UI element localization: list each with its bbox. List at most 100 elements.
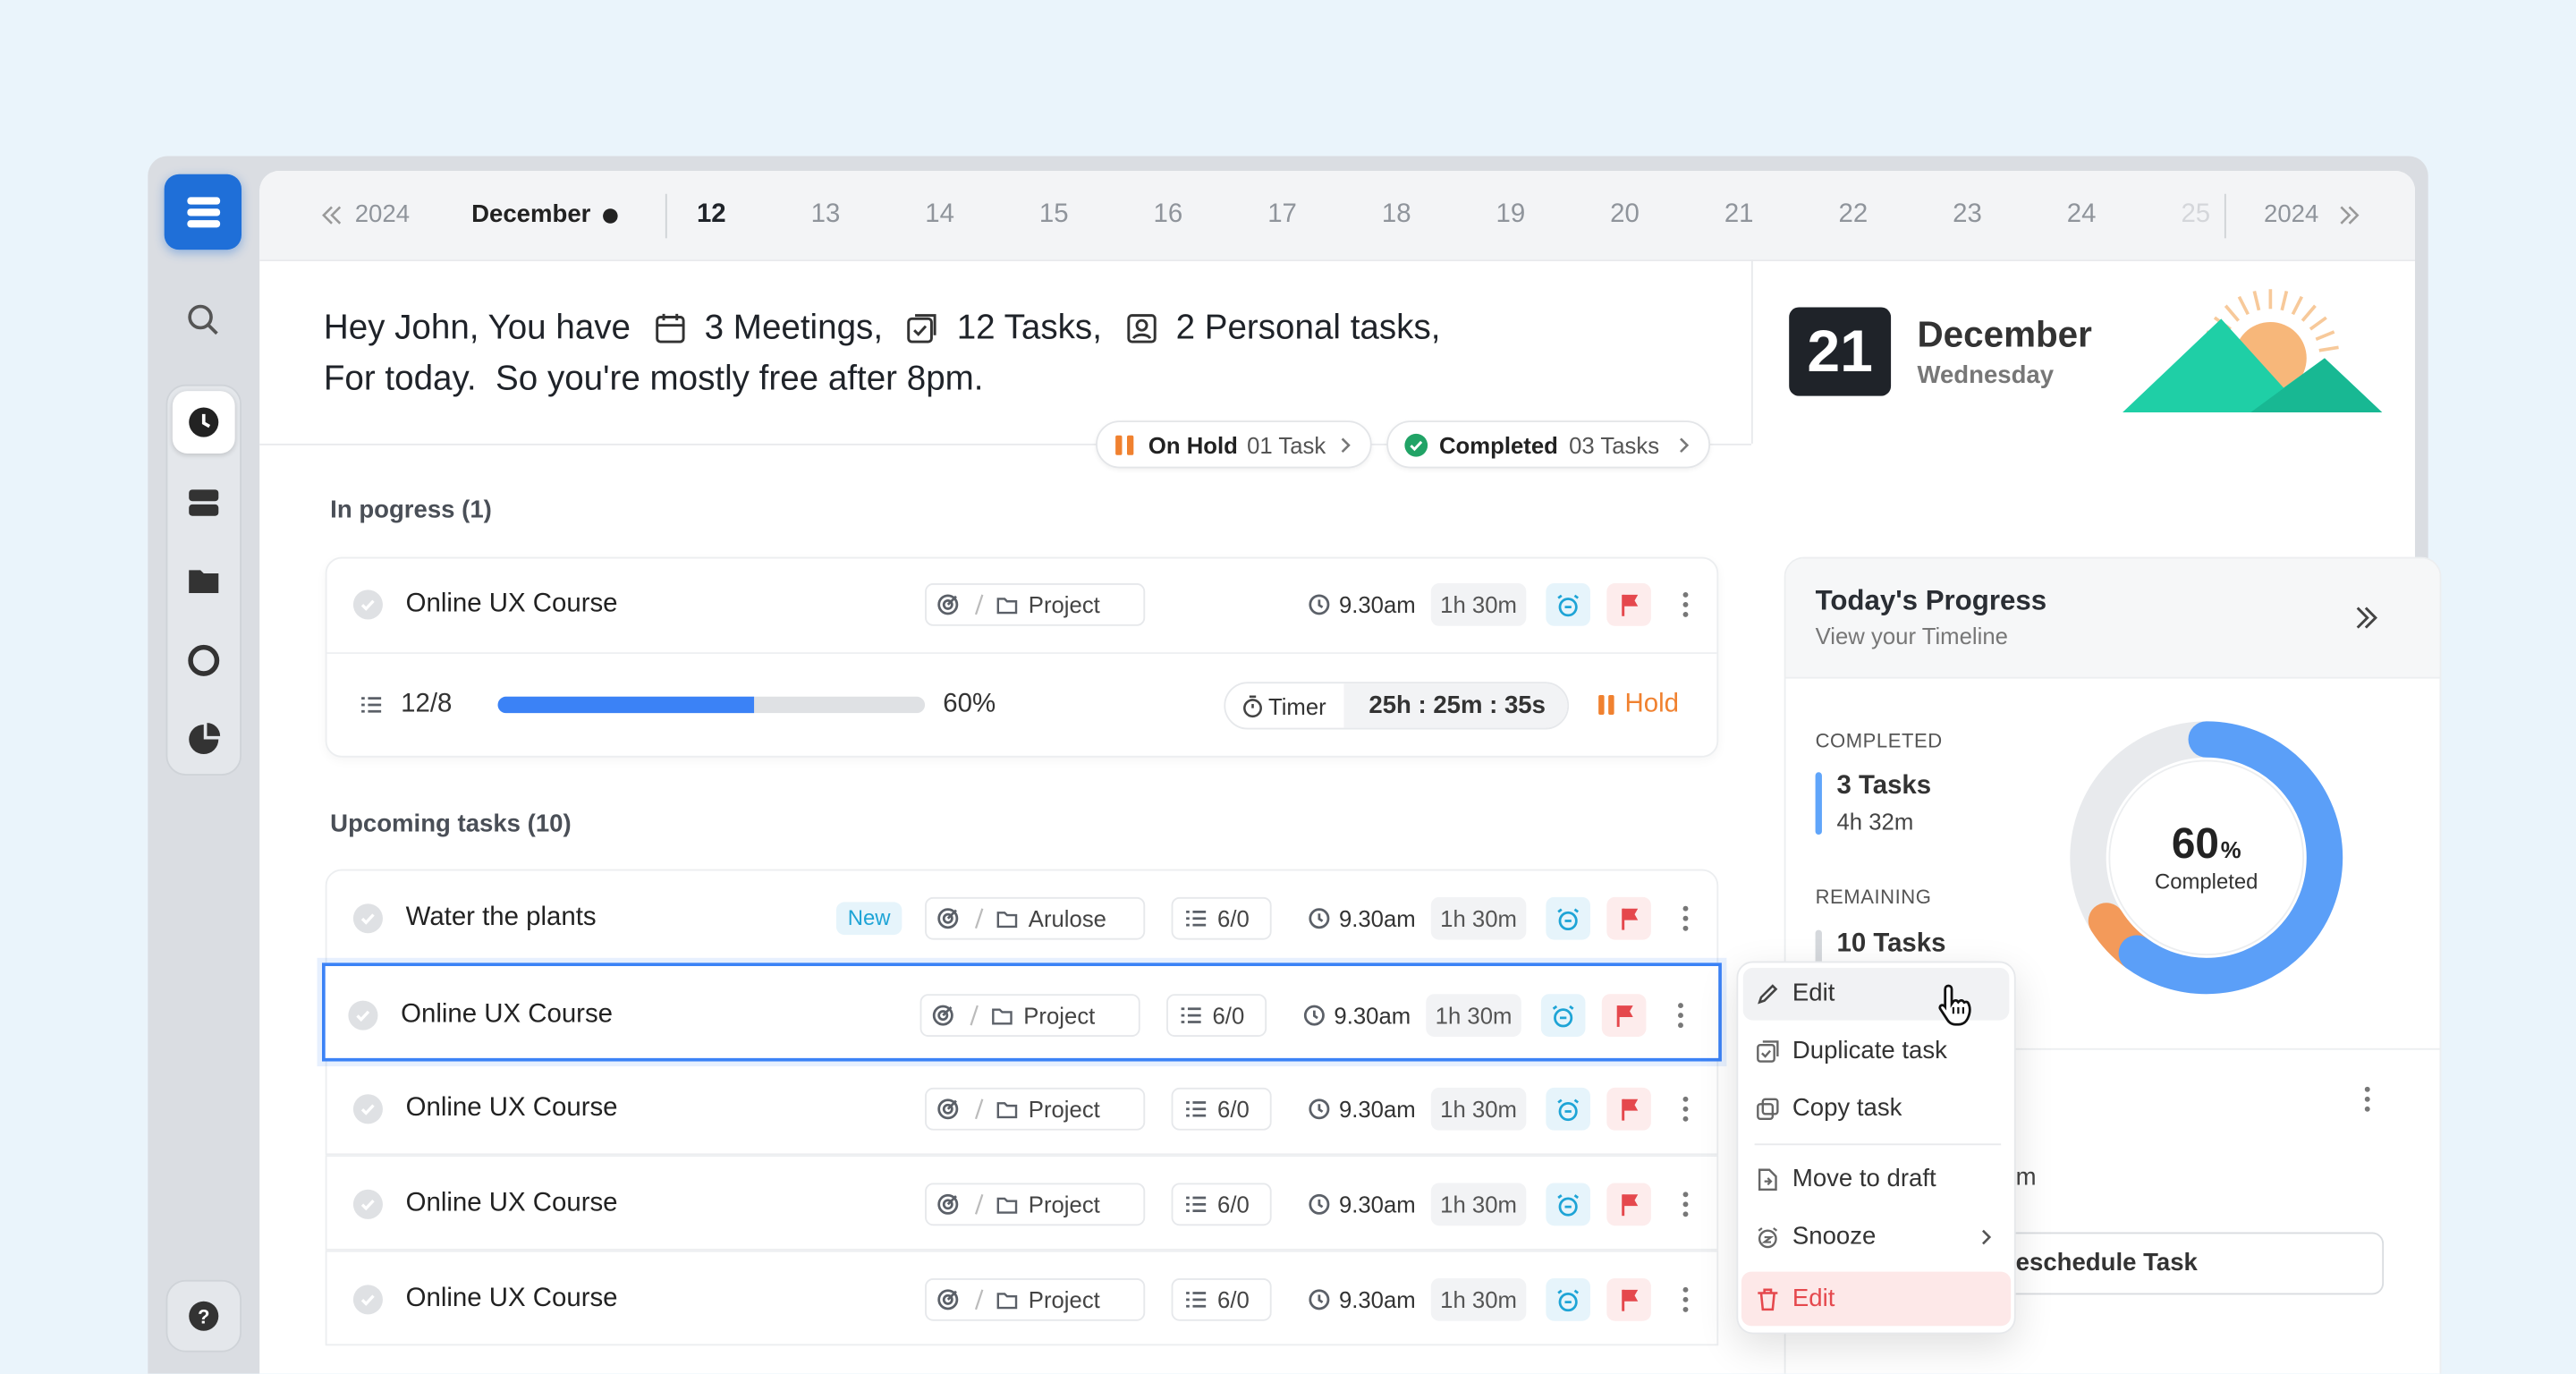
alarm-button[interactable] [1540, 994, 1586, 1037]
day[interactable]: 25 [2181, 200, 2211, 229]
path-shape [189, 725, 219, 755]
day[interactable]: 13 [810, 200, 841, 229]
day[interactable]: 22 [1838, 200, 1868, 229]
badge: New [835, 902, 902, 936]
subtasks: 6/0 [1217, 905, 1250, 932]
day[interactable]: 15 [1038, 200, 1069, 229]
more-button[interactable] [1681, 591, 1690, 617]
row-inner: Online UX Course Project 6/0 9.30am 1h 30m [327, 1157, 1721, 1252]
day[interactable]: 19 [1496, 200, 1526, 229]
rect-shape [1115, 435, 1123, 455]
path-shape [1557, 594, 1580, 609]
circle-shape [1135, 318, 1148, 332]
flag-button[interactable] [1606, 896, 1651, 940]
circle-shape [937, 908, 959, 929]
chevron [1341, 437, 1351, 454]
tag-box[interactable] [925, 896, 1146, 940]
flag-button[interactable] [1601, 994, 1647, 1037]
line-shape [2237, 295, 2250, 316]
flag-icon [1616, 1005, 1633, 1027]
tag-box[interactable] [925, 1087, 1146, 1131]
target-icon [937, 1193, 959, 1215]
path-shape [1181, 1007, 1201, 1023]
expand-icon[interactable] [2354, 606, 2377, 630]
more-button[interactable] [1675, 1002, 1685, 1029]
menu-item[interactable]: Snooze [1792, 1222, 1877, 1251]
path-shape [1758, 984, 1778, 1005]
panel-header [1785, 558, 2440, 679]
folder-icon [996, 912, 1018, 929]
task-row[interactable]: Online UX Course Project 6/0 9.30am 1h 30m [325, 1155, 1721, 1252]
tag-box[interactable] [919, 994, 1140, 1037]
folder-icon [996, 1197, 1018, 1214]
task-row[interactable]: Water the plants New Arulose 6/0 9.30am 1h 30… [325, 869, 1719, 965]
day[interactable]: 17 [1267, 200, 1297, 229]
day[interactable]: 14 [925, 200, 954, 229]
menu-icon [1758, 984, 1778, 1005]
more-button[interactable] [1681, 1096, 1690, 1122]
task-row[interactable]: Online UX Course Project 6/0 9.30am 1h 30m [325, 1250, 1719, 1346]
tag: Project [1028, 591, 1100, 618]
line-shape [2280, 290, 2289, 311]
time: 9.30am [1338, 591, 1416, 618]
day[interactable]: 12 [696, 200, 726, 229]
more-button[interactable] [1681, 905, 1690, 931]
path-shape [189, 570, 219, 594]
tag-box[interactable] [925, 583, 1146, 626]
flag-button[interactable] [1606, 1183, 1651, 1226]
clock-icon [1309, 908, 1330, 929]
menu-item[interactable]: Duplicate task [1792, 1036, 1947, 1065]
task-row[interactable]: Online UX Course Project 6/0 9.30am 1h 30m [322, 963, 1722, 1062]
alarm-button[interactable] [1546, 1183, 1590, 1226]
path-shape [1410, 440, 1423, 452]
slash-icon [974, 594, 984, 615]
path-shape [1318, 599, 1324, 609]
menu-item[interactable]: Edit [1792, 979, 1835, 1007]
day[interactable]: 18 [1381, 200, 1411, 229]
menu-item[interactable]: Move to draft [1792, 1165, 1936, 1193]
circle-shape [1682, 1306, 1689, 1312]
tag: Project [1028, 1096, 1100, 1123]
more-button[interactable] [1681, 1192, 1690, 1217]
check-icon [352, 1285, 383, 1315]
flag-button[interactable] [1606, 1087, 1651, 1131]
donut [2070, 721, 2343, 995]
menu-item[interactable]: Edit [1792, 1285, 1835, 1313]
task-row[interactable]: Online UX Course Project 6/0 9.30am 1h 30m [325, 1059, 1719, 1156]
check-icon [352, 903, 383, 934]
day[interactable]: 24 [2066, 200, 2097, 229]
day[interactable]: 16 [1153, 200, 1183, 229]
stat-bar [1815, 772, 1822, 835]
flag-icon [1622, 594, 1639, 616]
tag-box[interactable] [925, 1277, 1146, 1321]
mountains [2123, 289, 2383, 413]
day[interactable]: 21 [1724, 200, 1754, 229]
time: 9.30am [1334, 1002, 1411, 1029]
stat-label: REMAINING [1815, 886, 1932, 909]
status-pill[interactable]: Completed 03 Tasks [1386, 420, 1711, 469]
path-shape [1623, 1194, 1639, 1207]
path-shape [1623, 1098, 1639, 1111]
alarm-button[interactable] [1546, 896, 1590, 940]
duration-box: 1h 30m [1426, 994, 1521, 1037]
alarm-button[interactable] [1546, 583, 1590, 626]
circle-shape [1682, 1115, 1689, 1122]
flag-button[interactable] [1606, 1277, 1651, 1321]
day[interactable]: 23 [1953, 200, 1982, 229]
circle-shape [1682, 601, 1689, 607]
alarm-button[interactable] [1546, 1277, 1590, 1321]
tag-box[interactable] [925, 1183, 1146, 1226]
day-box: 21 [1789, 307, 1892, 396]
status-pill[interactable]: On Hold 01 Task [1096, 420, 1372, 469]
clock-icon [1309, 1289, 1330, 1310]
day[interactable]: 20 [1610, 200, 1640, 229]
flag-button[interactable] [1606, 583, 1651, 626]
greeting-tasks: 12 Tasks, [956, 309, 1102, 347]
next-year: 2024 [2264, 200, 2319, 229]
more-button[interactable] [1681, 1286, 1690, 1312]
tag: Project [1028, 1191, 1100, 1218]
hold-button[interactable]: Hold [1624, 690, 1679, 718]
menu-item[interactable]: Copy task [1792, 1094, 1902, 1123]
alarm-button[interactable] [1546, 1087, 1590, 1131]
